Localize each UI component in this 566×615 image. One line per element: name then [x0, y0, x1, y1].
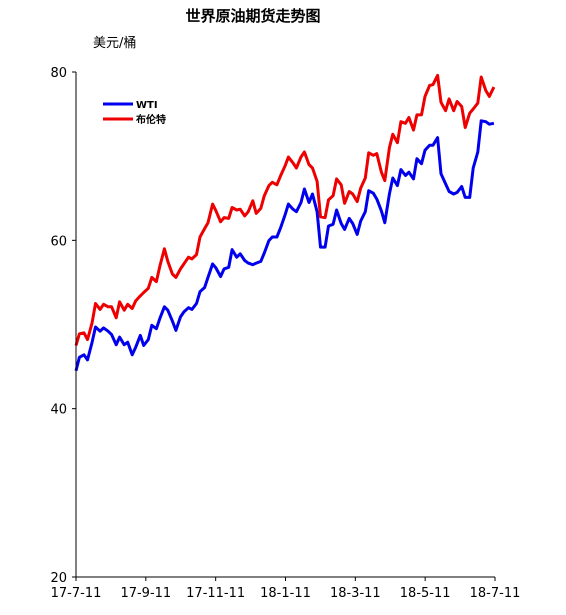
series-lines: [74, 73, 496, 372]
y-tick-label: 80: [50, 66, 67, 81]
x-tick-label: 18-1-11: [260, 586, 311, 601]
legend: WTI 布伦特: [103, 100, 166, 126]
y-axis-ticks: 20 40 60 80: [50, 66, 76, 586]
series-line-brent: [74, 73, 496, 346]
legend-label-brent: 布伦特: [136, 113, 166, 126]
x-tick-label: 18-5-11: [400, 586, 451, 601]
x-tick-label: 18-3-11: [330, 586, 381, 601]
x-axis-ticks: 17-7-11 17-9-11 17-11-11 18-1-11 18-3-11 18-5…: [51, 577, 521, 601]
x-tick-label: 17-7-11: [51, 586, 102, 601]
y-tick-label: 60: [50, 234, 67, 249]
x-tick-label: 17-11-11: [186, 586, 245, 601]
y-tick-label: 40: [50, 403, 67, 418]
y-tick-label: 20: [50, 571, 67, 586]
y-axis-unit: 美元/桶: [93, 36, 136, 51]
x-tick-label: 18-7-11: [470, 586, 521, 601]
chart-title: 世界原油期货走势图: [185, 7, 320, 25]
x-tick-label: 17-9-11: [120, 586, 171, 601]
legend-label-wti: WTI: [136, 100, 158, 111]
series-line-wti: [74, 119, 495, 372]
